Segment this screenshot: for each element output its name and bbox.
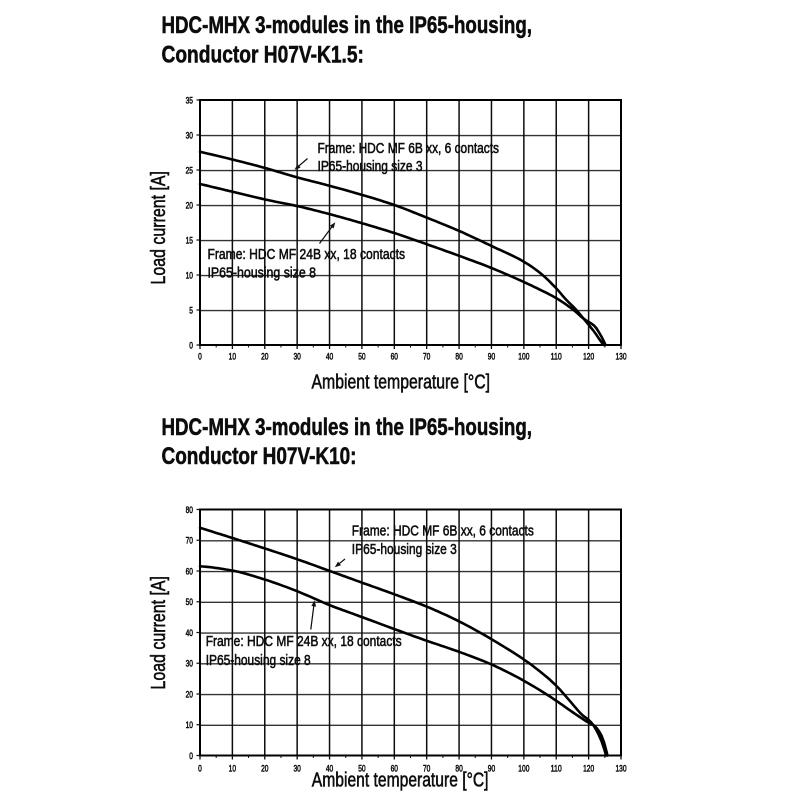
svg-text:Ambient temperature [°C]: Ambient temperature [°C] [312,372,491,394]
svg-text:50: 50 [186,597,193,608]
svg-text:40: 40 [186,628,193,639]
svg-text:70: 70 [423,352,430,363]
svg-text:90: 90 [488,352,495,363]
svg-text:100: 100 [518,352,529,363]
svg-text:70: 70 [186,536,193,547]
svg-text:Load current [A]: Load current [A] [148,171,170,285]
svg-text:30: 30 [293,352,300,363]
svg-text:0: 0 [189,340,193,351]
svg-text:15: 15 [186,235,193,246]
svg-text:100: 100 [518,763,529,774]
svg-text:IP65-housing size 8: IP65-housing size 8 [206,652,311,669]
svg-text:80: 80 [455,763,462,774]
svg-text:10: 10 [229,763,236,774]
svg-text:10: 10 [229,352,236,363]
svg-text:70: 70 [423,763,430,774]
svg-text:Frame: HDC MF 24B xx, 18 conta: Frame: HDC MF 24B xx, 18 contacts [206,633,402,650]
svg-text:Frame: HDC MF 6B xx, 6 contact: Frame: HDC MF 6B xx, 6 contacts [352,522,534,539]
svg-text:0: 0 [198,352,202,363]
svg-text:HDC-MHX 3-modules in the IP65-: HDC-MHX 3-modules in the IP65-housing, [162,414,533,441]
svg-text:10: 10 [186,720,193,731]
svg-text:30: 30 [186,659,193,670]
svg-text:0: 0 [189,751,193,762]
svg-text:25: 25 [186,165,193,176]
svg-text:130: 130 [615,352,626,363]
svg-text:35: 35 [186,95,193,106]
svg-text:50: 50 [358,352,365,363]
svg-text:40: 40 [326,352,333,363]
svg-text:110: 110 [551,352,562,363]
svg-text:Conductor H07V-K10:: Conductor H07V-K10: [162,443,357,470]
svg-text:Ambient temperature [°C]: Ambient temperature [°C] [312,770,489,792]
svg-text:20: 20 [261,763,268,774]
svg-text:5: 5 [189,305,193,316]
svg-text:50: 50 [358,763,365,774]
svg-text:30: 30 [293,763,300,774]
svg-text:IP65-housing size 8: IP65-housing size 8 [208,264,317,281]
svg-text:Conductor H07V-K1.5:: Conductor H07V-K1.5: [162,41,364,68]
svg-text:30: 30 [186,130,193,141]
svg-text:10: 10 [186,270,193,281]
svg-text:40: 40 [326,763,333,774]
svg-text:20: 20 [186,689,193,700]
svg-text:60: 60 [186,566,193,577]
svg-text:IP65-housing size 3: IP65-housing size 3 [318,158,423,175]
svg-text:90: 90 [488,763,495,774]
svg-text:20: 20 [261,352,268,363]
svg-text:110: 110 [551,763,562,774]
svg-text:0: 0 [198,763,202,774]
svg-text:130: 130 [615,763,626,774]
svg-text:20: 20 [186,200,193,211]
svg-text:80: 80 [186,505,193,516]
svg-text:60: 60 [391,352,398,363]
svg-text:Load current [A]: Load current [A] [148,576,170,690]
svg-text:80: 80 [455,352,462,363]
svg-text:Frame: HDC MF 24B xx, 18 conta: Frame: HDC MF 24B xx, 18 contacts [208,246,406,263]
svg-text:Frame: HDC MF 6B xx, 6 contact: Frame: HDC MF 6B xx, 6 contacts [318,140,500,157]
svg-text:HDC-MHX 3-modules in the IP65-: HDC-MHX 3-modules in the IP65-housing, [162,12,533,39]
svg-text:120: 120 [583,352,594,363]
svg-text:IP65-housing size 3: IP65-housing size 3 [352,541,457,558]
svg-text:120: 120 [583,763,594,774]
svg-text:60: 60 [391,763,398,774]
